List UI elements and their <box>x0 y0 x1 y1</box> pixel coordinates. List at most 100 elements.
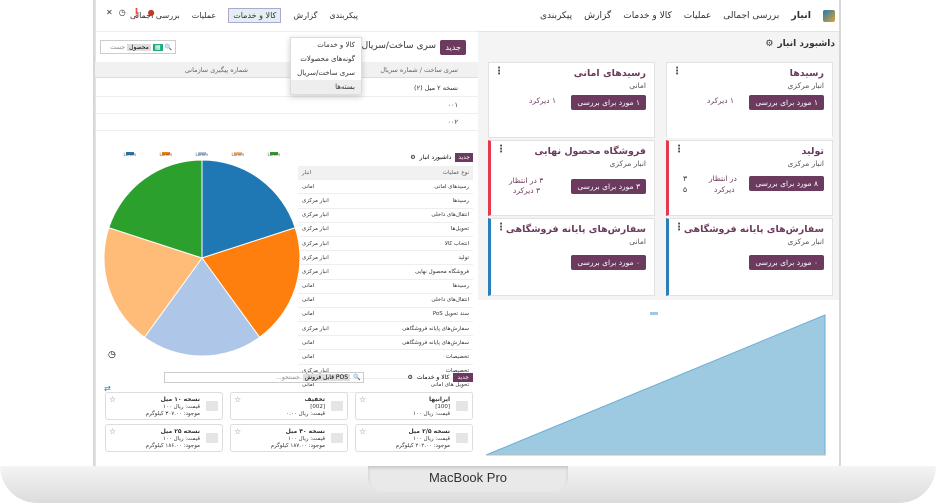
search-icon: 🔍 <box>353 373 361 381</box>
late-link[interactable]: دیرکرد <box>714 185 735 194</box>
star-icon[interactable]: ☆ <box>234 427 242 436</box>
search-input[interactable]: 🔍 ▦ محصول جست <box>100 40 176 54</box>
legend-swatch <box>234 152 242 155</box>
gear-icon[interactable]: ⚙ <box>765 39 774 49</box>
card: ⋮ سفارش‌های پایانه فروشگاهی انبار مرکزی … <box>666 218 833 296</box>
gear-icon[interactable]: ⚙ <box>407 373 413 381</box>
nav-item[interactable]: بررسی اجمالی <box>129 11 180 20</box>
nav-item[interactable]: پیکربندی <box>329 11 358 20</box>
clock-icon[interactable]: ◷ <box>118 8 126 17</box>
nav-item[interactable]: پیکربندی <box>539 10 573 21</box>
product-price: قیمت: ریال ۱۰۰ <box>288 436 325 442</box>
alert-icon[interactable]: ❗ <box>131 8 142 17</box>
star-icon[interactable]: ☆ <box>359 427 367 436</box>
kebab-icon[interactable]: ⋮ <box>674 222 684 233</box>
nav-item[interactable]: گزارش <box>293 11 318 20</box>
product-card[interactable]: ☆ نسخه ۲۵ میل قیمت: ریال ۱۰۰ موجود: ۱۸۶.۰۰ … <box>105 424 223 452</box>
pie-slice[interactable] <box>143 257 261 357</box>
list-item[interactable]: تحویل‌ها انبار مرکزی <box>298 223 473 237</box>
products-search[interactable]: 🔍 POS قابل فروش جستجو... <box>163 371 364 383</box>
review-button[interactable]: ۰ مورد برای بررسی <box>749 255 824 270</box>
mini-new-button[interactable]: جدید <box>455 152 473 162</box>
products-new-button[interactable]: جدید <box>453 372 473 382</box>
menu-item[interactable]: کالا و خدمات <box>317 41 355 49</box>
list-item[interactable]: انتقال‌های داخلی انبار مرکزی <box>298 209 473 223</box>
list-item[interactable]: رسیدهای امانی امانی <box>298 180 473 195</box>
review-button[interactable]: ۱ مورد برای بررسی <box>749 95 824 110</box>
pie-slice[interactable] <box>201 159 296 259</box>
star-icon[interactable]: ☆ <box>359 395 367 404</box>
menu-item[interactable]: گونه‌های محصولات <box>300 55 355 63</box>
product-card[interactable]: ☆ نسخه ۴۰ میل قیمت: ریال ۱۰۰ موجود: ۱۸۷.۰۰ … <box>230 424 348 452</box>
list-item[interactable]: تخصیصات امانی <box>298 350 473 365</box>
nav-item-active[interactable]: کالا و خدمات <box>228 8 282 23</box>
review-button[interactable]: ۳ مورد برای بررسی <box>571 179 646 194</box>
list-item[interactable]: سند تحویل PoS امانی <box>298 308 473 323</box>
late-link[interactable]: ۱ دیرکرد <box>707 96 735 105</box>
card: ⋮ رسیدها انبار مرکزی ۱ مورد برای بررسی ۱… <box>666 62 833 138</box>
waiting-link[interactable]: در انتظار <box>709 174 737 183</box>
menu-item-selected[interactable]: بسته‌ها <box>291 80 361 94</box>
kebab-icon[interactable]: ⋮ <box>674 144 684 155</box>
kebab-icon[interactable]: ⋮ <box>496 222 506 233</box>
list-item[interactable]: فروشگاه محصول نهایی انبار مرکزی <box>298 265 473 280</box>
table-row[interactable]: ۰۰۱ <box>95 97 478 114</box>
close-icon[interactable]: ✕ <box>106 8 113 17</box>
product-price: قیمت: ریال ۱۰۰ <box>413 411 450 417</box>
review-button[interactable]: ۱ مورد برای بررسی <box>571 95 646 110</box>
list-item[interactable]: تخصیصات انبار مرکزی <box>298 365 473 379</box>
table-row[interactable]: ۰۰۲ <box>95 114 478 131</box>
list-item[interactable]: انتخاب کالا انبار مرکزی <box>298 237 473 252</box>
review-button[interactable]: ۸ مورد برای بررسی <box>749 176 824 191</box>
kebab-icon[interactable]: ⋮ <box>672 66 682 77</box>
product-card[interactable]: ☆ نسخه ۱۰ میل قیمت: ریال ۱۰۰ موجود: ۳۰۷.۰۰ … <box>105 392 223 420</box>
app-logo-icon[interactable] <box>823 9 835 22</box>
pie-slice[interactable] <box>104 227 203 338</box>
list-item[interactable]: سفارش‌های پایانه فروشگاهی انبار مرکزی <box>298 322 473 337</box>
late-link[interactable]: ۱ دیرکرد <box>529 96 557 105</box>
card: ⋮ سفارش‌های پایانه فروشگاهی امانی ۰ مورد… <box>488 218 655 296</box>
breadcrumb: داشبورد انبار ⚙ <box>765 39 835 49</box>
star-icon[interactable]: ☆ <box>109 395 117 404</box>
nav-item[interactable]: عملیات <box>683 10 712 21</box>
waiting-link[interactable]: ۳ در انتظار <box>509 176 544 185</box>
nav-item[interactable]: عملیات <box>191 11 217 20</box>
new-button[interactable]: جدید <box>440 40 466 55</box>
kebab-icon[interactable]: ⋮ <box>494 66 504 77</box>
pie-slice[interactable] <box>201 227 301 338</box>
filter-icon[interactable]: ▦ <box>152 43 163 51</box>
list-item[interactable]: رسیدها انبار مرکزی <box>298 194 473 209</box>
area-chart <box>485 312 826 456</box>
card: ⋮ فروشگاه محصول نهایی انبار مرکزی ۳ مورد… <box>488 140 655 216</box>
table-header: سری ساخت / شماره سریال شماره پیگیری سازم… <box>95 62 478 78</box>
list-item[interactable]: انتقال‌های داخلی امانی <box>298 294 473 308</box>
chat-icon[interactable]: ● <box>147 8 155 17</box>
list-item[interactable]: رسیدها امانی <box>298 280 473 294</box>
pie-slice[interactable] <box>108 159 203 259</box>
product-card[interactable]: ☆ ایرانیها [100] قیمت: ریال ۱۰۰ <box>355 392 473 420</box>
product-card[interactable]: ☆ نسخه ۲/۵ میل قیمت: ریال ۱۰۰ موجود: ۲۰۲.۰۰… <box>355 424 473 452</box>
star-icon[interactable]: ☆ <box>109 427 117 436</box>
product-image <box>206 401 218 411</box>
product-stock: موجود: ۱۸۷.۰۰ کیلوگرم <box>270 443 325 449</box>
star-icon[interactable]: ☆ <box>234 395 242 404</box>
nav-item[interactable]: کالا و خدمات <box>623 10 672 21</box>
gear-icon[interactable]: ⚙ <box>410 153 416 161</box>
nav-item[interactable]: بررسی اجمالی <box>723 10 780 21</box>
legend-label: Lorem <box>195 152 208 157</box>
app-name[interactable]: انبار <box>791 10 811 21</box>
menu-item[interactable]: سری ساخت/سریال <box>297 69 355 77</box>
kebab-icon[interactable]: ⋮ <box>496 144 506 155</box>
clock-icon[interactable]: ◷ <box>108 350 116 360</box>
product-card[interactable]: ☆ تخفیف [002] قیمت: ریال ۰.۰۰ <box>230 392 348 420</box>
list-item[interactable]: تولید انبار مرکزی <box>298 251 473 266</box>
table-row[interactable]: نسخه ۲ میل (۲) <box>95 80 478 97</box>
late-link[interactable]: ۳ دیرکرد <box>513 186 541 195</box>
list-item[interactable]: سفارش‌های پایانه فروشگاهی امانی <box>298 336 473 351</box>
search-icon[interactable]: 🔍 <box>164 43 172 51</box>
nav-item[interactable]: گزارش <box>584 10 612 21</box>
legend-label: Lorem <box>159 152 172 157</box>
refresh-icon[interactable]: ⇄ <box>104 384 111 393</box>
review-button[interactable]: ۰ مورد برای بررسی <box>571 255 646 270</box>
